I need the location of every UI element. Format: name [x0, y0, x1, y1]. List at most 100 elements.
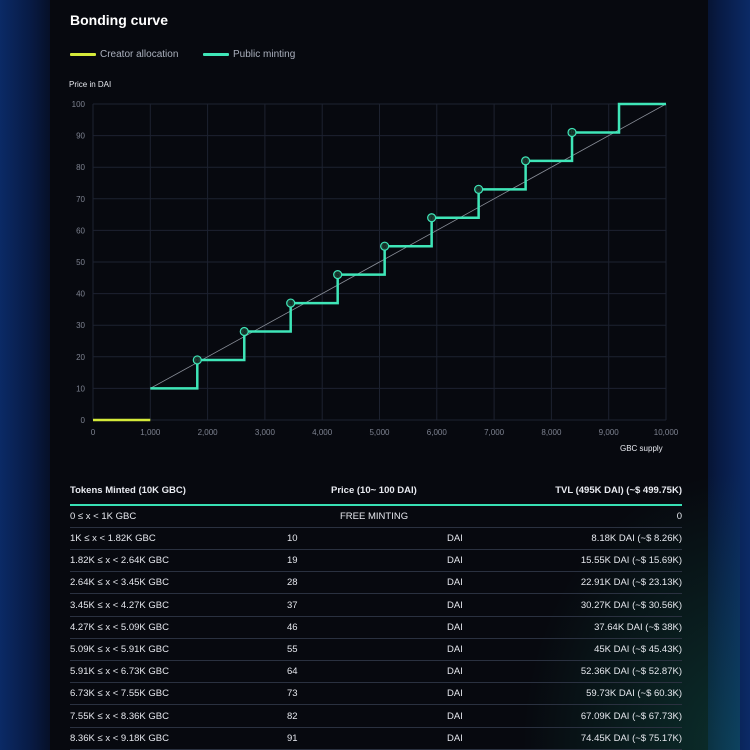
- row-range: 7.55K ≤ x < 8.36K GBC: [70, 710, 169, 722]
- x-tick-label: 3,000: [255, 428, 276, 437]
- row-tvl: 67.09K DAI (~$ 67.73K): [580, 710, 682, 722]
- row-range: 2.64K ≤ x < 3.45K GBC: [70, 577, 169, 589]
- row-unit: DAI: [447, 666, 463, 678]
- row-tvl: 52.36K DAI (~$ 52.87K): [580, 666, 682, 678]
- bonding-curve-chart: 0 1,000 2,000 3,000 4,000 5,000 6,000 7,000 8,00…: [72, 100, 679, 437]
- row-range: 1K ≤ x < 1.82K GBC: [70, 533, 156, 544]
- step-marker-label: 7: [430, 216, 433, 222]
- row-price: 82: [287, 710, 298, 722]
- row-unit: DAI: [447, 688, 463, 700]
- y-tick-label: 70: [76, 195, 85, 204]
- step-marker-label: 8: [477, 187, 480, 193]
- legend-swatch-public: [203, 52, 229, 56]
- row-price: 91: [287, 732, 298, 744]
- x-tick-label: 0: [91, 428, 96, 437]
- row-price: 55: [287, 644, 298, 655]
- table-row: 6.73K ≤ x < 7.55K GBC 73 DAI 59.73K DAI (~$…: [70, 683, 682, 706]
- y-tick-label: 60: [76, 226, 85, 235]
- x-tick-label: 9,000: [599, 428, 620, 437]
- y-tick-label: 90: [76, 132, 85, 141]
- row-tvl: 74.45K DAI (~$ 75.17K): [580, 732, 682, 744]
- header-tokens: Tokens Minted (10K GBC): [70, 485, 186, 496]
- row-range: 8.36K ≤ x < 9.18K GBC: [70, 732, 169, 744]
- step-marker: [286, 298, 296, 308]
- row-unit: DAI: [447, 732, 463, 744]
- x-tick-label: 4,000: [312, 428, 333, 437]
- y-tick-label: 20: [76, 353, 85, 362]
- step-marker: [380, 241, 390, 251]
- y-tick-label: 0: [81, 416, 86, 425]
- step-marker: [427, 213, 437, 223]
- row-unit: DAI: [447, 644, 463, 655]
- step-marker-label: 4: [289, 301, 292, 307]
- x-tick-label: 7,000: [484, 428, 505, 437]
- y-tick-label: 40: [76, 290, 85, 299]
- row-price: 64: [287, 666, 298, 678]
- table-row: 7.55K ≤ x < 8.36K GBC 82 DAI 67.09K DAI (~$…: [70, 706, 682, 728]
- step-marker: [192, 355, 202, 365]
- table-row-free: 0 ≤ x < 1K GBC FREE MINTING 0: [70, 506, 682, 528]
- row-unit: DAI: [447, 555, 463, 567]
- row-tvl: 59.73K DAI (~$ 60.3K): [586, 688, 682, 700]
- x-axis-label: GBC supply: [620, 444, 663, 453]
- step-marker-label: 5: [336, 272, 339, 278]
- y-axis-label: Price in DAI: [69, 80, 112, 89]
- row-range: 6.73K ≤ x < 7.55K GBC: [70, 688, 169, 700]
- row-unit: DAI: [447, 621, 463, 633]
- header-price: Price (10~ 100 DAI): [331, 485, 417, 496]
- step-marker-label: 6: [383, 244, 386, 250]
- table-row: 5.09K ≤ x < 5.91K GBC 55 DAI 45K DAI (~$ 45…: [70, 639, 682, 661]
- chart-series: [93, 102, 666, 422]
- row-tvl: 37.64K DAI (~$ 38K): [594, 621, 682, 633]
- chart-title: Bonding curve: [70, 12, 169, 28]
- legend-label-creator: Creator allocation: [100, 48, 179, 60]
- series-line-public-minting: [150, 102, 666, 390]
- background-glow: [520, 470, 740, 750]
- step-marker-label: 9: [524, 159, 527, 165]
- step-marker: [567, 127, 577, 138]
- row-price: 37: [287, 599, 298, 611]
- x-tick-label: 5,000: [369, 428, 390, 437]
- header-tvl: TVL (495K DAI) (~$ 499.75K): [555, 485, 682, 496]
- legend-item-creator-allocation[interactable]: Creator allocation: [70, 47, 178, 61]
- row-price: 28: [287, 577, 298, 589]
- x-tick-label: 1,000: [140, 428, 161, 437]
- table-header-divider: [70, 504, 682, 506]
- row-tvl: 30.27K DAI (~$ 30.56K): [580, 599, 682, 611]
- x-tick-label: 10,000: [654, 428, 679, 437]
- row-free-label: FREE MINTING: [340, 511, 409, 522]
- row-price: 10: [287, 533, 298, 544]
- bonding-table: Tokens Minted (10K GBC) Price (10~ 100 D…: [70, 482, 682, 750]
- row-price: 46: [287, 621, 298, 633]
- step-marker: [521, 156, 531, 166]
- step-marker: [239, 326, 249, 337]
- legend-swatch-creator: [70, 52, 96, 56]
- row-unit: DAI: [447, 577, 463, 589]
- table-row: 3.45K ≤ x < 4.27K GBC 37 DAI 30.27K DAI (~$…: [70, 595, 682, 617]
- row-range: 5.91K ≤ x < 6.73K GBC: [70, 666, 169, 678]
- x-tick-label: 6,000: [427, 428, 448, 437]
- row-range: 3.45K ≤ x < 4.27K GBC: [70, 599, 169, 611]
- row-range: 0 ≤ x < 1K GBC: [70, 511, 137, 522]
- step-marker-label: 10: [569, 130, 575, 136]
- y-tick-label: 50: [76, 258, 85, 267]
- row-range: 1.82K ≤ x < 2.64K GBC: [70, 555, 169, 567]
- step-marker-label: 2: [196, 358, 199, 364]
- step-marker-label: 3: [243, 329, 246, 335]
- y-tick-label: 30: [76, 321, 85, 330]
- row-tvl: 22.91K DAI (~$ 23.13K): [580, 577, 682, 589]
- row-price: 73: [287, 688, 298, 700]
- chart-ticks: 0 1,000 2,000 3,000 4,000 5,000 6,000 7,000 8,00…: [72, 100, 679, 437]
- row-tvl: 15.55K DAI (~$ 15.69K): [580, 555, 682, 567]
- chart-markers: 2 3 4 5 6 7 8 9 10: [192, 127, 577, 365]
- row-tvl: 8.18K DAI (~$ 8.26K): [591, 533, 682, 544]
- table-row: 1K ≤ x < 1.82K GBC 10 DAI 8.18K DAI (~$ 8.2…: [70, 528, 682, 550]
- table-row: 5.91K ≤ x < 6.73K GBC 64 DAI 52.36K DAI (~$…: [70, 661, 682, 684]
- table-row: 2.64K ≤ x < 3.45K GBC 28 DAI 22.91K DAI (~$…: [70, 572, 682, 595]
- row-tvl: 45K DAI (~$ 45.43K): [594, 644, 682, 655]
- row-unit: DAI: [447, 599, 463, 611]
- table-row: 8.36K ≤ x < 9.18K GBC 91 DAI 74.45K DAI (~$…: [70, 728, 682, 750]
- row-price: 19: [287, 555, 298, 567]
- legend-item-public-minting[interactable]: Public minting: [203, 47, 295, 61]
- legend-label-public: Public minting: [233, 48, 296, 60]
